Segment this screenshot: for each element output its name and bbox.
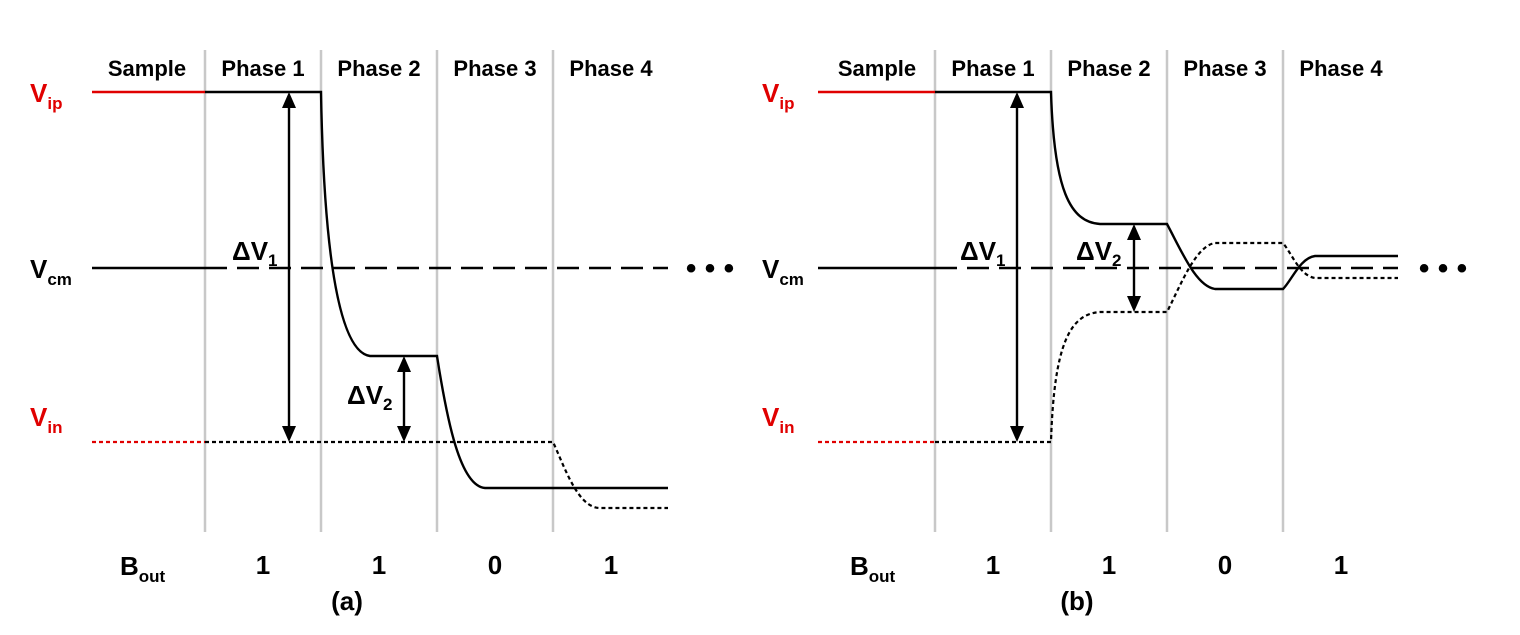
phase-label-4: Phase 4 (569, 56, 653, 81)
bit-1: 1 (986, 550, 1000, 580)
vin-label: Vin (762, 402, 794, 437)
phase-label-2: Phase 2 (1067, 56, 1150, 81)
arrow-head-down (282, 426, 296, 442)
delta-v2-label: ΔV2 (347, 380, 393, 414)
arrow-head-down (1010, 426, 1024, 442)
vin-label: Vin (30, 402, 62, 437)
bit-4: 1 (1334, 550, 1348, 580)
vip-label: Vip (30, 78, 62, 113)
continuation-ellipsis: • • • (1419, 252, 1467, 285)
arrow-head-up (397, 356, 411, 372)
phase-label-1: Phase 1 (221, 56, 304, 81)
vin-trace (935, 241, 1398, 444)
vcm-label: Vcm (30, 254, 72, 289)
phase-label-4: Phase 4 (1299, 56, 1383, 81)
bout-label: Bout (120, 551, 166, 586)
bit-3: 0 (1218, 550, 1232, 580)
vip-label: Vip (762, 78, 794, 113)
phase-label-1: Phase 1 (951, 56, 1034, 81)
bit-3: 0 (488, 550, 502, 580)
vcm-label: Vcm (762, 254, 804, 289)
bit-2: 1 (372, 550, 386, 580)
caption-b: (b) (1060, 586, 1093, 616)
vin-trace (205, 440, 668, 510)
bout-label: Bout (850, 551, 896, 586)
bit-4: 1 (604, 550, 618, 580)
panel-b: Sample Phase 1 Phase 2 Phase 3 Phase 4 V… (762, 50, 1467, 616)
phase-label-3: Phase 3 (1183, 56, 1266, 81)
delta-v1-label: ΔV1 (232, 236, 278, 270)
vip-trace (205, 90, 668, 490)
phase-label-3: Phase 3 (453, 56, 536, 81)
continuation-ellipsis: • • • (686, 252, 734, 285)
vip-trace (935, 90, 1398, 291)
arrow-head-down (397, 426, 411, 442)
delta-v1-label: ΔV1 (960, 236, 1006, 270)
arrow-head-up (1127, 224, 1141, 240)
phase-label-2: Phase 2 (337, 56, 420, 81)
arrow-head-up (282, 92, 296, 108)
delta-v2-label: ΔV2 (1076, 236, 1122, 270)
bit-1: 1 (256, 550, 270, 580)
panel-a: Sample Phase 1 Phase 2 Phase 3 Phase 4 V… (30, 50, 734, 616)
caption-a: (a) (331, 586, 363, 616)
arrow-head-up (1010, 92, 1024, 108)
phase-label-sample: Sample (838, 56, 916, 81)
phase-label-sample: Sample (108, 56, 186, 81)
bit-2: 1 (1102, 550, 1116, 580)
arrow-head-down (1127, 296, 1141, 312)
